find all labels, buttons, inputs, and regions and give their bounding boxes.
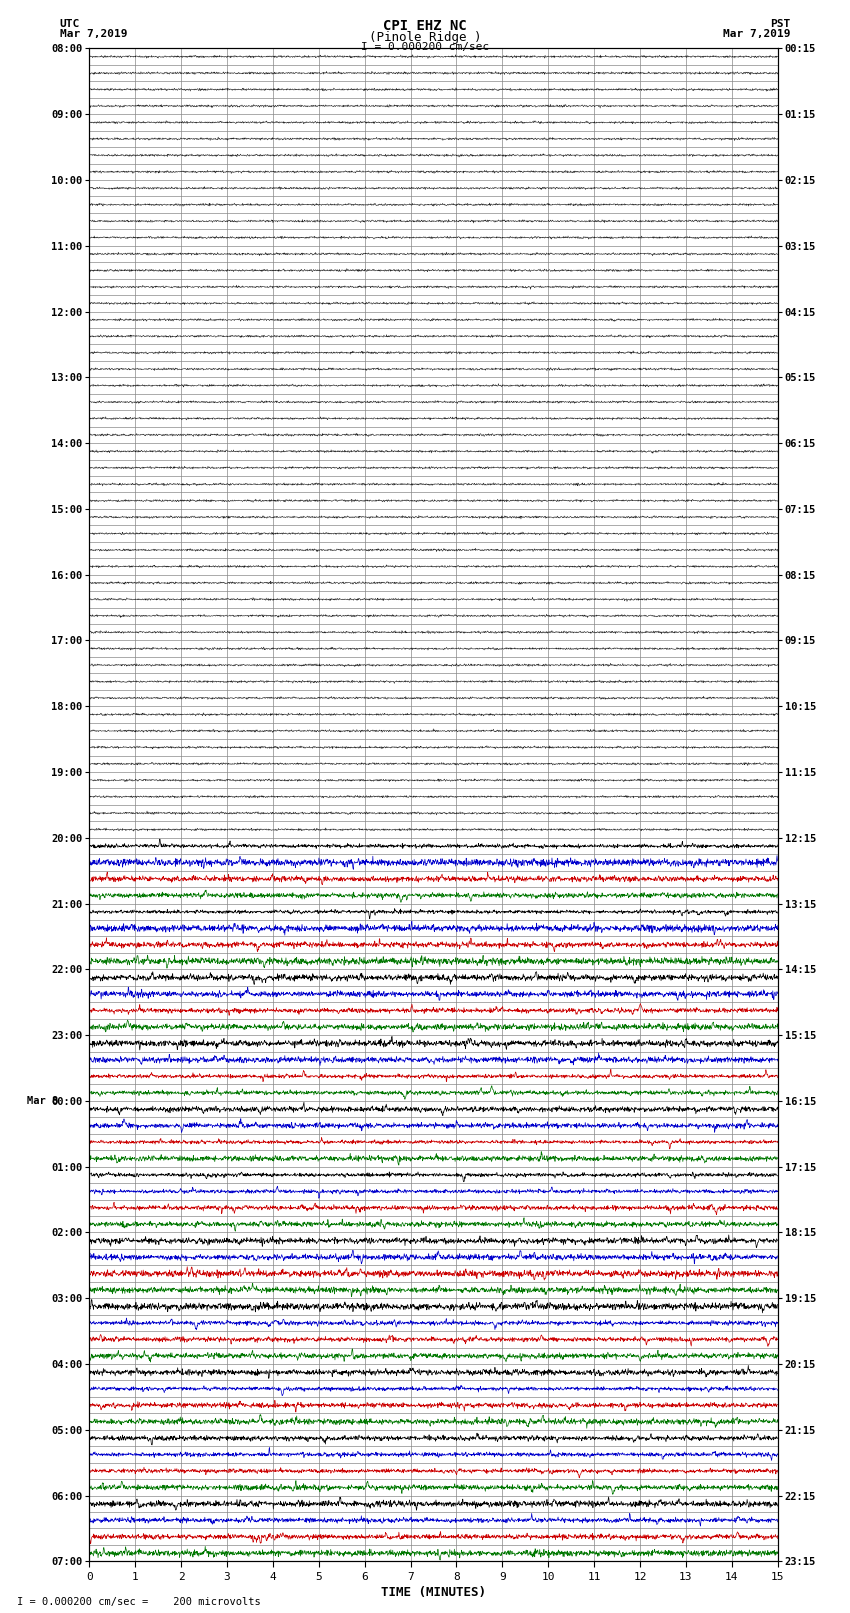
Text: Mar 8: Mar 8 [26, 1095, 58, 1107]
Text: CPI EHZ NC: CPI EHZ NC [383, 19, 467, 34]
Text: I = 0.000200 cm/sec: I = 0.000200 cm/sec [361, 42, 489, 52]
Text: UTC: UTC [60, 19, 80, 29]
Text: I = 0.000200 cm/sec =    200 microvolts: I = 0.000200 cm/sec = 200 microvolts [17, 1597, 261, 1607]
Text: Mar 7,2019: Mar 7,2019 [60, 29, 127, 39]
X-axis label: TIME (MINUTES): TIME (MINUTES) [381, 1586, 486, 1598]
Text: Mar 7,2019: Mar 7,2019 [723, 29, 791, 39]
Text: (Pinole Ridge ): (Pinole Ridge ) [369, 31, 481, 44]
Text: PST: PST [770, 19, 790, 29]
